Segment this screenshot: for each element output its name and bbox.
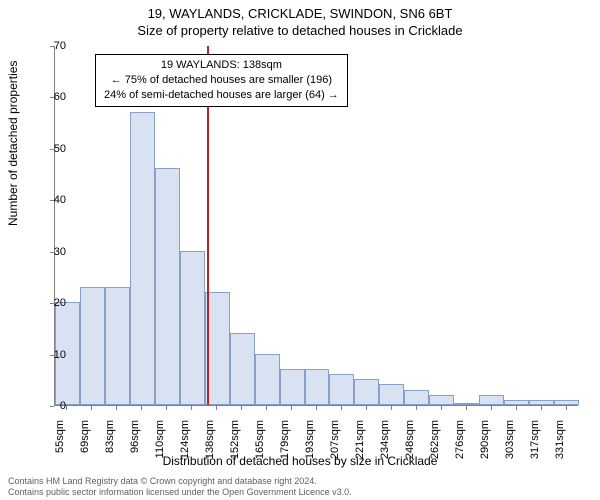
histogram-bar [280, 369, 305, 405]
y-tick-mark [50, 200, 54, 201]
annotation-line: ← 75% of detached houses are smaller (19… [104, 73, 339, 88]
histogram-chart: 19 WAYLANDS: 138sqm← 75% of detached hou… [54, 46, 578, 406]
x-tick-label: 234sqm [379, 420, 391, 480]
x-tick-mark [566, 406, 567, 410]
histogram-bar [155, 168, 180, 405]
x-tick-label: 69sqm [79, 420, 91, 480]
histogram-bar [429, 395, 454, 405]
x-tick-mark [291, 406, 292, 410]
x-tick-mark [66, 406, 67, 410]
x-tick-mark [366, 406, 367, 410]
x-tick-label: 179sqm [279, 420, 291, 480]
x-tick-label: 110sqm [154, 420, 166, 480]
page-title-address: 19, WAYLANDS, CRICKLADE, SWINDON, SN6 6B… [0, 0, 600, 21]
annotation-line: 24% of semi-detached houses are larger (… [104, 88, 339, 103]
x-tick-label: 152sqm [229, 420, 241, 480]
x-tick-label: 165sqm [254, 420, 266, 480]
x-tick-mark [141, 406, 142, 410]
page-title-subtitle: Size of property relative to detached ho… [0, 21, 600, 38]
histogram-bar [130, 112, 155, 405]
x-tick-mark [416, 406, 417, 410]
histogram-bar [529, 400, 554, 405]
x-tick-label: 193sqm [304, 420, 316, 480]
x-tick-mark [116, 406, 117, 410]
histogram-bar [354, 379, 379, 405]
footer-attribution: Contains HM Land Registry data © Crown c… [8, 476, 352, 499]
x-tick-label: 276sqm [454, 420, 466, 480]
x-tick-label: 317sqm [529, 420, 541, 480]
histogram-bar [255, 354, 280, 405]
annotation-line: 19 WAYLANDS: 138sqm [104, 58, 339, 73]
y-tick-mark [50, 303, 54, 304]
x-tick-label: 262sqm [429, 420, 441, 480]
x-tick-mark [466, 406, 467, 410]
x-axis-label: Distribution of detached houses by size … [0, 454, 600, 468]
histogram-bar [379, 384, 404, 405]
x-tick-mark [491, 406, 492, 410]
x-tick-label: 124sqm [179, 420, 191, 480]
y-tick-mark [50, 149, 54, 150]
x-tick-mark [516, 406, 517, 410]
footer-line-1: Contains HM Land Registry data © Crown c… [8, 476, 352, 487]
y-tick-mark [50, 46, 54, 47]
x-tick-mark [541, 406, 542, 410]
x-tick-mark [341, 406, 342, 410]
y-axis-label: Number of detached properties [6, 61, 20, 226]
histogram-bar [404, 390, 429, 405]
histogram-bar [479, 395, 504, 405]
plot-area: 19 WAYLANDS: 138sqm← 75% of detached hou… [54, 46, 578, 406]
x-tick-label: 290sqm [479, 420, 491, 480]
x-tick-mark [191, 406, 192, 410]
x-tick-label: 303sqm [504, 420, 516, 480]
histogram-bar [329, 374, 354, 405]
y-tick-mark [50, 406, 54, 407]
x-tick-mark [91, 406, 92, 410]
histogram-bar [80, 287, 105, 405]
x-tick-mark [391, 406, 392, 410]
histogram-bar [105, 287, 130, 405]
x-tick-mark [216, 406, 217, 410]
histogram-bar [504, 400, 529, 405]
x-tick-mark [166, 406, 167, 410]
x-tick-mark [441, 406, 442, 410]
annotation-box: 19 WAYLANDS: 138sqm← 75% of detached hou… [95, 54, 348, 107]
x-tick-label: 248sqm [404, 420, 416, 480]
y-tick-mark [50, 252, 54, 253]
histogram-bar [554, 400, 579, 405]
footer-line-2: Contains public sector information licen… [8, 487, 352, 498]
y-tick-mark [50, 97, 54, 98]
histogram-bar [230, 333, 255, 405]
x-tick-mark [241, 406, 242, 410]
histogram-bar [180, 251, 205, 405]
x-tick-label: 331sqm [554, 420, 566, 480]
x-tick-mark [316, 406, 317, 410]
y-tick-mark [50, 355, 54, 356]
x-tick-label: 138sqm [204, 420, 216, 480]
x-tick-mark [266, 406, 267, 410]
x-tick-label: 55sqm [54, 420, 66, 480]
x-tick-label: 83sqm [104, 420, 116, 480]
histogram-bar [454, 403, 479, 405]
x-tick-label: 221sqm [354, 420, 366, 480]
x-tick-label: 207sqm [329, 420, 341, 480]
histogram-bar [305, 369, 330, 405]
x-tick-label: 96sqm [129, 420, 141, 480]
